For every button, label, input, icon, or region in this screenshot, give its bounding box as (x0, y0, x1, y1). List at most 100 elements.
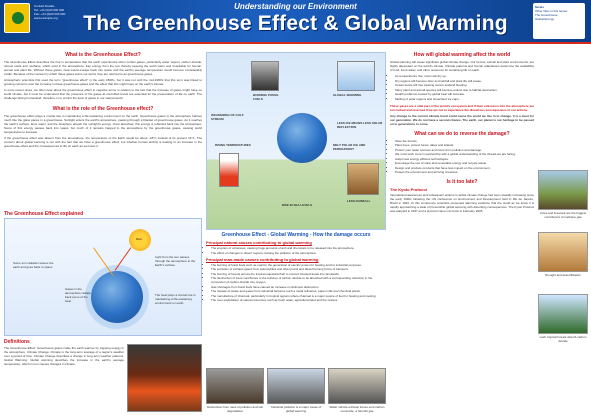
list-item: The manufacture of charcoal, particularl… (211, 294, 386, 298)
definitions-text: The Greenhouse Effect: Greenhouse gases … (4, 346, 124, 366)
natural-causes-heading: Principal natural causes contributing to… (206, 240, 312, 245)
list-item: The burning of fossil fuels such as coal… (211, 263, 386, 267)
organisation-logo (4, 3, 30, 33)
list-item: Design and produce products that have le… (395, 166, 534, 170)
kyoto-heading: The Kyoto Protocol (390, 187, 427, 192)
exhaust-photo (328, 368, 386, 404)
forest-photo (538, 294, 588, 334)
icebergs-photo (337, 61, 375, 91)
list-item: The over-exploitation of natural resourc… (211, 298, 386, 302)
diagram-label: LESS ICE MEANS LESS SOLAR REFLECTION (337, 121, 383, 129)
thumb-caption: Lush tropical forests absorb carbon diox… (539, 335, 587, 343)
thumb-caption: Cows and livestock are the biggest contr… (539, 211, 587, 219)
series-box: Series Other titles in this series: The … (533, 3, 585, 39)
globe-icon (12, 12, 24, 24)
diagram-label: RISE IN SEA LEVELS (281, 203, 313, 207)
right-column: How will global warming affect the world… (390, 46, 534, 213)
list-item: Protect the environment and all living c… (395, 170, 534, 174)
manmade-causes-list: The burning of fossil fuels such as coal… (206, 263, 386, 303)
list-item: Save the forests. (395, 139, 534, 143)
explained-label: Light from the sun passes through the at… (155, 255, 196, 267)
list-item: The emission of exhaust gases from autom… (211, 267, 386, 271)
list-item: The destruction of trees contributes to … (211, 276, 386, 284)
contact-details: Contact Details Tel: +44 (0)00 000 000 F… (34, 4, 124, 20)
list-item: Ocean levels will rise causing severe lo… (395, 83, 534, 87)
kyoto-paragraph: International awareness and subsequent a… (390, 193, 534, 213)
list-item: Gas shortages from fossil fuels have cau… (211, 285, 386, 289)
explained-heading: The Greenhouse Effect explained (4, 211, 84, 217)
photo-caption: Water vehicle exhaust fumes emit carbon … (329, 405, 385, 413)
photo-caption: Destruction from uses of pollution and s… (207, 405, 263, 413)
list-item: Dry regions will become drier and rainfa… (395, 79, 534, 83)
series-line: Other titles in this series: (535, 9, 568, 13)
earth-icon (277, 113, 327, 163)
too-late-heading: Is it too late? (446, 179, 478, 185)
series-line: Global Energy (535, 17, 555, 21)
left-column: What is the Greenhouse Effect? The Green… (4, 46, 202, 148)
do-heading: What can we do to reverse the damage? (414, 130, 510, 137)
contact-line: Fax: +44 (0)00 000 000 (34, 12, 66, 16)
factory-photo (267, 368, 325, 404)
what-heading: What is the Greenhouse Effect? (65, 52, 141, 58)
what-paragraph: Atmospheric scientists first used the te… (4, 78, 202, 86)
header-banner: Contact Details Tel: +44 (0)00 000 000 F… (0, 0, 591, 42)
role-heading: What is the role of the Greenhouse effec… (52, 106, 154, 112)
list-item: Many plant and animal species will becom… (395, 88, 534, 92)
smokestack-photo (251, 61, 279, 91)
list-item: We must work more in partnership with a … (395, 152, 534, 156)
list-item: Plant trees, protect forest, lakes and i… (395, 143, 534, 147)
page-title: The Greenhouse Effect & Global Warming (83, 12, 508, 35)
list-item: Protect your water sources and rivers fr… (395, 148, 534, 152)
explained-label: Some sun radiation leaves the earth and … (13, 261, 54, 269)
page-subtitle: Understanding our Environment (234, 2, 357, 11)
diagram-title: Greenhouse Effect - Global Warming - How… (221, 232, 371, 238)
diagram-label: MELT POLAR ICE AND PERMAFROST (333, 143, 366, 151)
radiation-arrow (114, 247, 132, 271)
thermometer-photo (219, 153, 239, 187)
future-text: Any change to the current climate trend … (390, 113, 534, 126)
red-divider (0, 42, 591, 44)
earth-icon (91, 271, 143, 323)
list-item: Adopt new energy efficient technologies. (395, 157, 534, 161)
what-paragraph: In more recent times, we often hear abou… (4, 88, 202, 100)
list-item: The release of waste and gases from indu… (211, 289, 386, 293)
role-paragraph: The greenhouse effect plays a crucial ro… (4, 114, 202, 134)
contact-line: www.example.org (34, 16, 58, 20)
diagram-label: RISING TEMPERATURES (215, 143, 251, 147)
photo-caption: Industrial pollution is a major cause of… (270, 405, 322, 413)
explained-label: Gases in the atmosphere radiate back som… (65, 287, 91, 303)
list-item: As temperatures rise, rivers will dry up… (395, 74, 534, 78)
drought-photo (538, 232, 588, 272)
role-paragraph: If the greenhouse effect was absent from… (4, 136, 202, 148)
contact-line: Contact Details (34, 4, 55, 8)
explained-label: The heat plays a crucial role in maintai… (155, 293, 196, 305)
volcano-photo (127, 344, 202, 412)
warning-text: These gases are a vital part of the worl… (390, 103, 534, 112)
natural-causes-list: The eruption of volcanoes, causing huge … (206, 246, 386, 255)
contact-line: Tel: +44 (0)00 000 000 (34, 8, 65, 12)
cattle-photo (538, 170, 588, 210)
pollution-photo (206, 368, 264, 404)
how-heading: How will global warming affect the world (413, 52, 511, 58)
explained-diagram: Sun Light from the sun passes through th… (4, 218, 202, 336)
series-heading: Series (535, 5, 545, 9)
list-item: The eruption of volcanoes, causing huge … (211, 246, 386, 250)
list-item: The burning of forests across the tropic… (211, 272, 386, 276)
diagram-label: LESS RAINFALL (347, 199, 371, 203)
diagram-label: GLOBAL WARMING (333, 93, 362, 97)
causes-section: Principal natural causes contributing to… (206, 240, 386, 303)
list-item: Encourage the use of solar and renewable… (395, 161, 534, 165)
what-paragraph: The Greenhouse Effect describes the rise… (4, 60, 202, 76)
how-paragraph: Global warming will cause significant gl… (390, 60, 534, 72)
actions-list: Save the forests. Plant trees, protect f… (390, 139, 534, 175)
definitions-heading: Definitions (4, 339, 30, 345)
list-item: The effect of changes in desert regions … (211, 251, 386, 255)
manmade-causes-heading: Principal man-made causes contributing t… (206, 256, 319, 262)
damage-diagram: BURNING FOSSIL FUELS GLOBAL WARMING RISI… (206, 52, 386, 230)
list-item: Health problems caused by global heat wi… (395, 92, 534, 96)
diagram-label: BURNING FOSSIL FUELS (253, 93, 279, 101)
series-line: The Greenhouse (535, 13, 558, 17)
radiation-arrow (93, 247, 114, 276)
effects-list: As temperatures rise, rivers will dry up… (390, 74, 534, 101)
sun-icon (129, 229, 151, 251)
